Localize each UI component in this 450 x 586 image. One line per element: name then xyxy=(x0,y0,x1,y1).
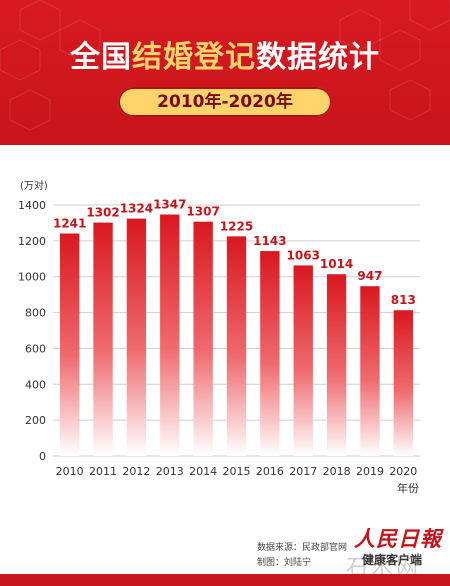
x-tick-label: 2014 xyxy=(189,465,217,478)
y-axis-unit: (万对) xyxy=(20,179,48,192)
data-label: 1225 xyxy=(220,219,253,233)
hexagon-pattern xyxy=(0,0,450,131)
data-label: 1302 xyxy=(86,206,119,220)
x-tick-label: 2011 xyxy=(89,465,117,478)
header-banner: 全国结婚登记数据统计 2010年-2020年 xyxy=(0,0,450,145)
x-tick-label: 2020 xyxy=(389,465,417,478)
data-label: 947 xyxy=(357,269,382,283)
page-title: 全国结婚登记数据统计 xyxy=(70,40,380,75)
y-tick-label: 0 xyxy=(39,450,46,463)
bar xyxy=(60,233,80,456)
y-tick-label: 1000 xyxy=(18,271,46,284)
x-tick-label: 2012 xyxy=(122,465,150,478)
period-label: 2010年-2020年 xyxy=(157,92,293,112)
x-tick-label: 2017 xyxy=(289,465,317,478)
period-badge: 2010年-2020年 xyxy=(118,87,332,117)
bar xyxy=(393,310,413,456)
data-label: 1014 xyxy=(320,257,353,271)
bar xyxy=(93,222,113,456)
data-label: 1241 xyxy=(53,217,86,231)
y-tick-label: 600 xyxy=(25,342,46,355)
bar xyxy=(193,221,213,456)
bar xyxy=(160,214,180,456)
y-tick-label: 200 xyxy=(25,414,46,427)
title-highlight: 结婚登记 xyxy=(132,40,256,75)
x-tick-label: 2019 xyxy=(356,465,384,478)
x-axis-unit: 年份 xyxy=(397,481,419,495)
x-tick-label: 2015 xyxy=(223,465,251,478)
bar xyxy=(360,286,380,456)
x-tick-label: 2016 xyxy=(256,465,284,478)
bar xyxy=(260,251,280,456)
brand-sub-label: 健康客户端 xyxy=(362,553,423,567)
y-tick-label: 1200 xyxy=(18,235,46,248)
x-tick-label: 2013 xyxy=(156,465,184,478)
data-label: 1347 xyxy=(153,198,186,212)
bar xyxy=(126,218,147,456)
x-tick-label: 2010 xyxy=(56,465,84,478)
y-tick-label: 800 xyxy=(25,307,46,320)
y-tick-label: 400 xyxy=(25,378,46,391)
data-label: 813 xyxy=(391,293,416,307)
bar xyxy=(293,265,313,456)
source-note: 数据来源：民政部官网 xyxy=(257,543,348,553)
brand-logo: 人民日報 xyxy=(354,526,442,551)
y-tick-label: 1400 xyxy=(18,199,46,212)
bar xyxy=(226,236,247,456)
credit-note: 制图：刘陆宁 xyxy=(257,558,312,568)
bar xyxy=(326,274,347,456)
data-label: 1307 xyxy=(186,205,219,219)
data-label: 1143 xyxy=(253,234,286,248)
data-label: 1324 xyxy=(120,202,153,216)
x-tick-label: 2018 xyxy=(323,465,351,478)
bottom-band xyxy=(0,574,450,586)
data-label: 1063 xyxy=(287,248,320,262)
